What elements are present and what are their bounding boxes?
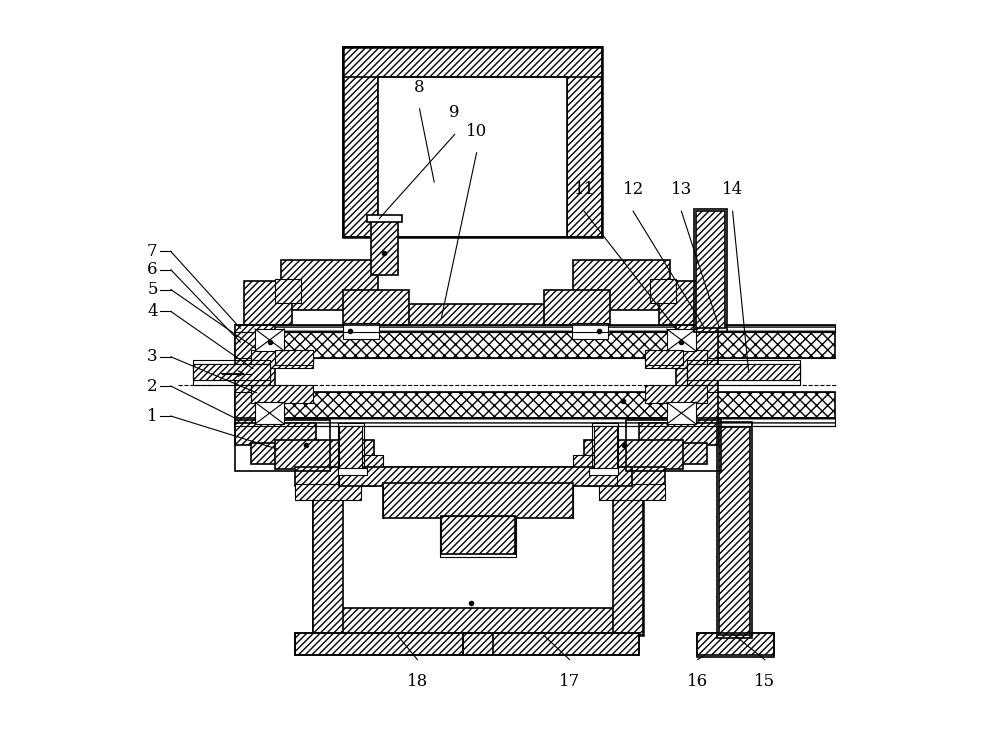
Bar [295,633,493,655]
Bar [463,633,639,655]
Bar [441,516,515,554]
Bar [378,304,605,333]
Text: 11: 11 [573,181,595,198]
Bar [696,212,725,328]
Bar [193,360,270,385]
Bar [613,467,643,635]
Bar [719,427,750,635]
Bar [313,467,643,635]
Text: 9: 9 [449,104,460,122]
Bar [339,455,383,469]
Bar [641,443,707,464]
Bar [235,324,275,425]
Text: 8: 8 [414,79,425,96]
Text: 15: 15 [754,673,775,690]
Bar [694,209,727,332]
Bar [573,455,617,469]
Bar [313,467,343,635]
Bar [343,46,602,237]
Text: 5: 5 [147,281,158,298]
Bar [383,483,573,518]
Bar [687,364,800,380]
Bar [697,633,774,655]
Bar [697,633,774,657]
Bar [339,467,632,486]
Bar [244,281,292,324]
Bar [589,468,618,475]
Bar [645,385,707,403]
Text: 1: 1 [147,408,158,425]
Text: 2: 2 [147,377,158,394]
Bar [440,516,516,557]
Bar [339,425,362,469]
Bar [645,350,707,368]
Bar [235,324,835,332]
Bar [645,350,683,365]
Text: 14: 14 [722,181,743,198]
Text: 6: 6 [147,261,158,279]
Bar [599,484,665,500]
Bar [687,360,800,385]
Text: 10: 10 [466,122,487,139]
Bar [275,350,313,365]
Bar [251,385,313,403]
Bar [367,215,402,223]
Bar [255,329,284,351]
Bar [592,422,618,472]
Bar [235,419,330,471]
Bar [275,279,301,303]
Bar [584,440,683,469]
Bar [343,46,602,77]
Bar [275,440,374,469]
Bar [235,423,316,445]
Bar [338,422,364,472]
Bar [650,279,676,303]
Bar [378,77,567,237]
Bar [544,290,610,324]
Bar [584,467,665,486]
Text: 16: 16 [687,673,708,690]
Bar [295,633,493,655]
Bar [295,484,361,500]
Bar [594,425,617,469]
Bar [313,608,643,635]
Text: 4: 4 [147,303,158,320]
Bar [343,290,409,324]
Bar [281,260,378,310]
Bar [193,364,270,380]
Text: 7: 7 [147,243,158,260]
Bar [687,364,800,380]
Bar [255,402,284,424]
Bar [667,402,696,424]
Text: 18: 18 [407,673,428,690]
Bar [295,467,376,486]
Bar [371,220,398,275]
Bar [639,423,719,445]
Bar [573,260,670,310]
Text: 13: 13 [671,181,692,198]
Bar [463,633,639,655]
Bar [235,418,835,425]
Bar [251,350,313,368]
Bar [235,332,835,358]
Bar [572,323,608,339]
Bar [251,443,317,464]
Bar [659,281,707,324]
Text: 12: 12 [622,181,644,198]
Bar [193,364,270,380]
Bar [343,323,379,339]
Bar [717,422,752,638]
Bar [338,468,367,475]
Text: 17: 17 [559,673,580,690]
Bar [343,46,378,237]
Bar [626,419,721,471]
Bar [378,77,567,237]
Bar [235,392,835,418]
Bar [667,329,696,351]
Text: 3: 3 [147,349,158,366]
Bar [676,324,718,425]
Bar [567,46,602,237]
